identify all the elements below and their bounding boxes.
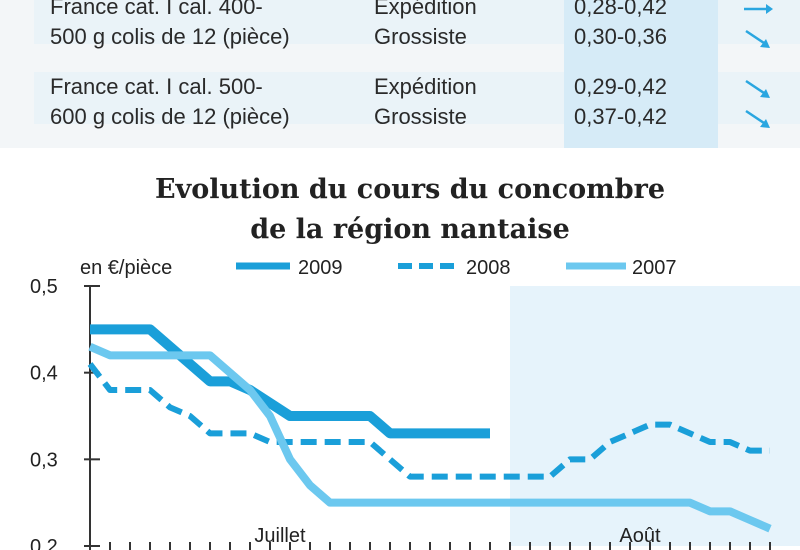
line-chart: Evolution du cours du concombre de la ré… [30, 174, 800, 550]
chart-title-line-2: de la région nantaise [250, 214, 570, 245]
legend: 2009 2008 2007 [236, 257, 677, 279]
y-tick-label: 0,4 [30, 363, 58, 385]
series-layer [87, 324, 772, 533]
stage-cell: Expédition Grossiste [374, 72, 477, 132]
chart-title-line-1: Evolution du cours du concombre [155, 174, 665, 205]
month-label: Août [619, 525, 661, 547]
cucumber-price-chart: Evolution du cours du concombre de la ré… [0, 160, 800, 550]
price-cell: 0,29-0,42 0,37-0,42 [564, 72, 718, 129]
legend-label-2009: 2009 [298, 257, 343, 279]
price-range: 0,28-0,42 [574, 0, 667, 19]
product-cell: France cat. I cal. 400- 500 g colis de 1… [50, 0, 290, 52]
product-line: 600 g colis de 12 (pièce) [50, 104, 290, 129]
arrow-down-right-icon [745, 109, 770, 128]
arrow-right-icon [744, 4, 773, 14]
stage-label: Expédition [374, 74, 477, 99]
trend-cell [740, 0, 780, 52]
stage-cell: Expédition Grossiste [374, 0, 477, 52]
y-axis-unit-label: en €/pièce [80, 257, 172, 279]
price-row: France cat. I cal. 500- 600 g colis de 1… [34, 72, 800, 129]
product-line: France cat. I cal. 500- [50, 74, 263, 99]
trend-cell [740, 72, 780, 132]
x-axis [89, 542, 771, 550]
month-label: Juillet [254, 525, 306, 547]
august-band [510, 286, 800, 546]
y-axis: 0,2 0,3 0,4 0,5 [30, 276, 58, 550]
price-range: 0,29-0,42 [574, 74, 667, 99]
series-line-2009 [90, 324, 490, 439]
price-table: France cat. I cal. 400- 500 g colis de 1… [0, 0, 800, 148]
product-line: France cat. I cal. 400- [50, 0, 263, 19]
stage-label: Grossiste [374, 104, 467, 129]
price-range: 0,30-0,36 [574, 24, 667, 49]
stage-label: Grossiste [374, 24, 467, 49]
y-tick-label: 0,3 [30, 449, 58, 471]
y-tick-label: 0,5 [30, 276, 58, 298]
legend-label-2007: 2007 [632, 257, 677, 279]
price-cell: 0,28-0,42 0,30-0,36 [564, 0, 718, 49]
arrow-down-right-icon [745, 79, 770, 98]
y-tick-label: 0,2 [30, 536, 58, 550]
series-line-2007 [88, 342, 772, 533]
legend-label-2008: 2008 [466, 257, 511, 279]
price-row: France cat. I cal. 400- 500 g colis de 1… [34, 0, 800, 49]
product-line: 500 g colis de 12 (pièce) [50, 24, 290, 49]
month-labels: Juillet Août [254, 525, 661, 547]
price-range: 0,37-0,42 [574, 104, 667, 129]
stage-label: Expédition [374, 0, 477, 19]
product-cell: France cat. I cal. 500- 600 g colis de 1… [50, 72, 290, 132]
series-line-2008 [87, 362, 770, 480]
arrow-down-right-icon [745, 29, 770, 48]
